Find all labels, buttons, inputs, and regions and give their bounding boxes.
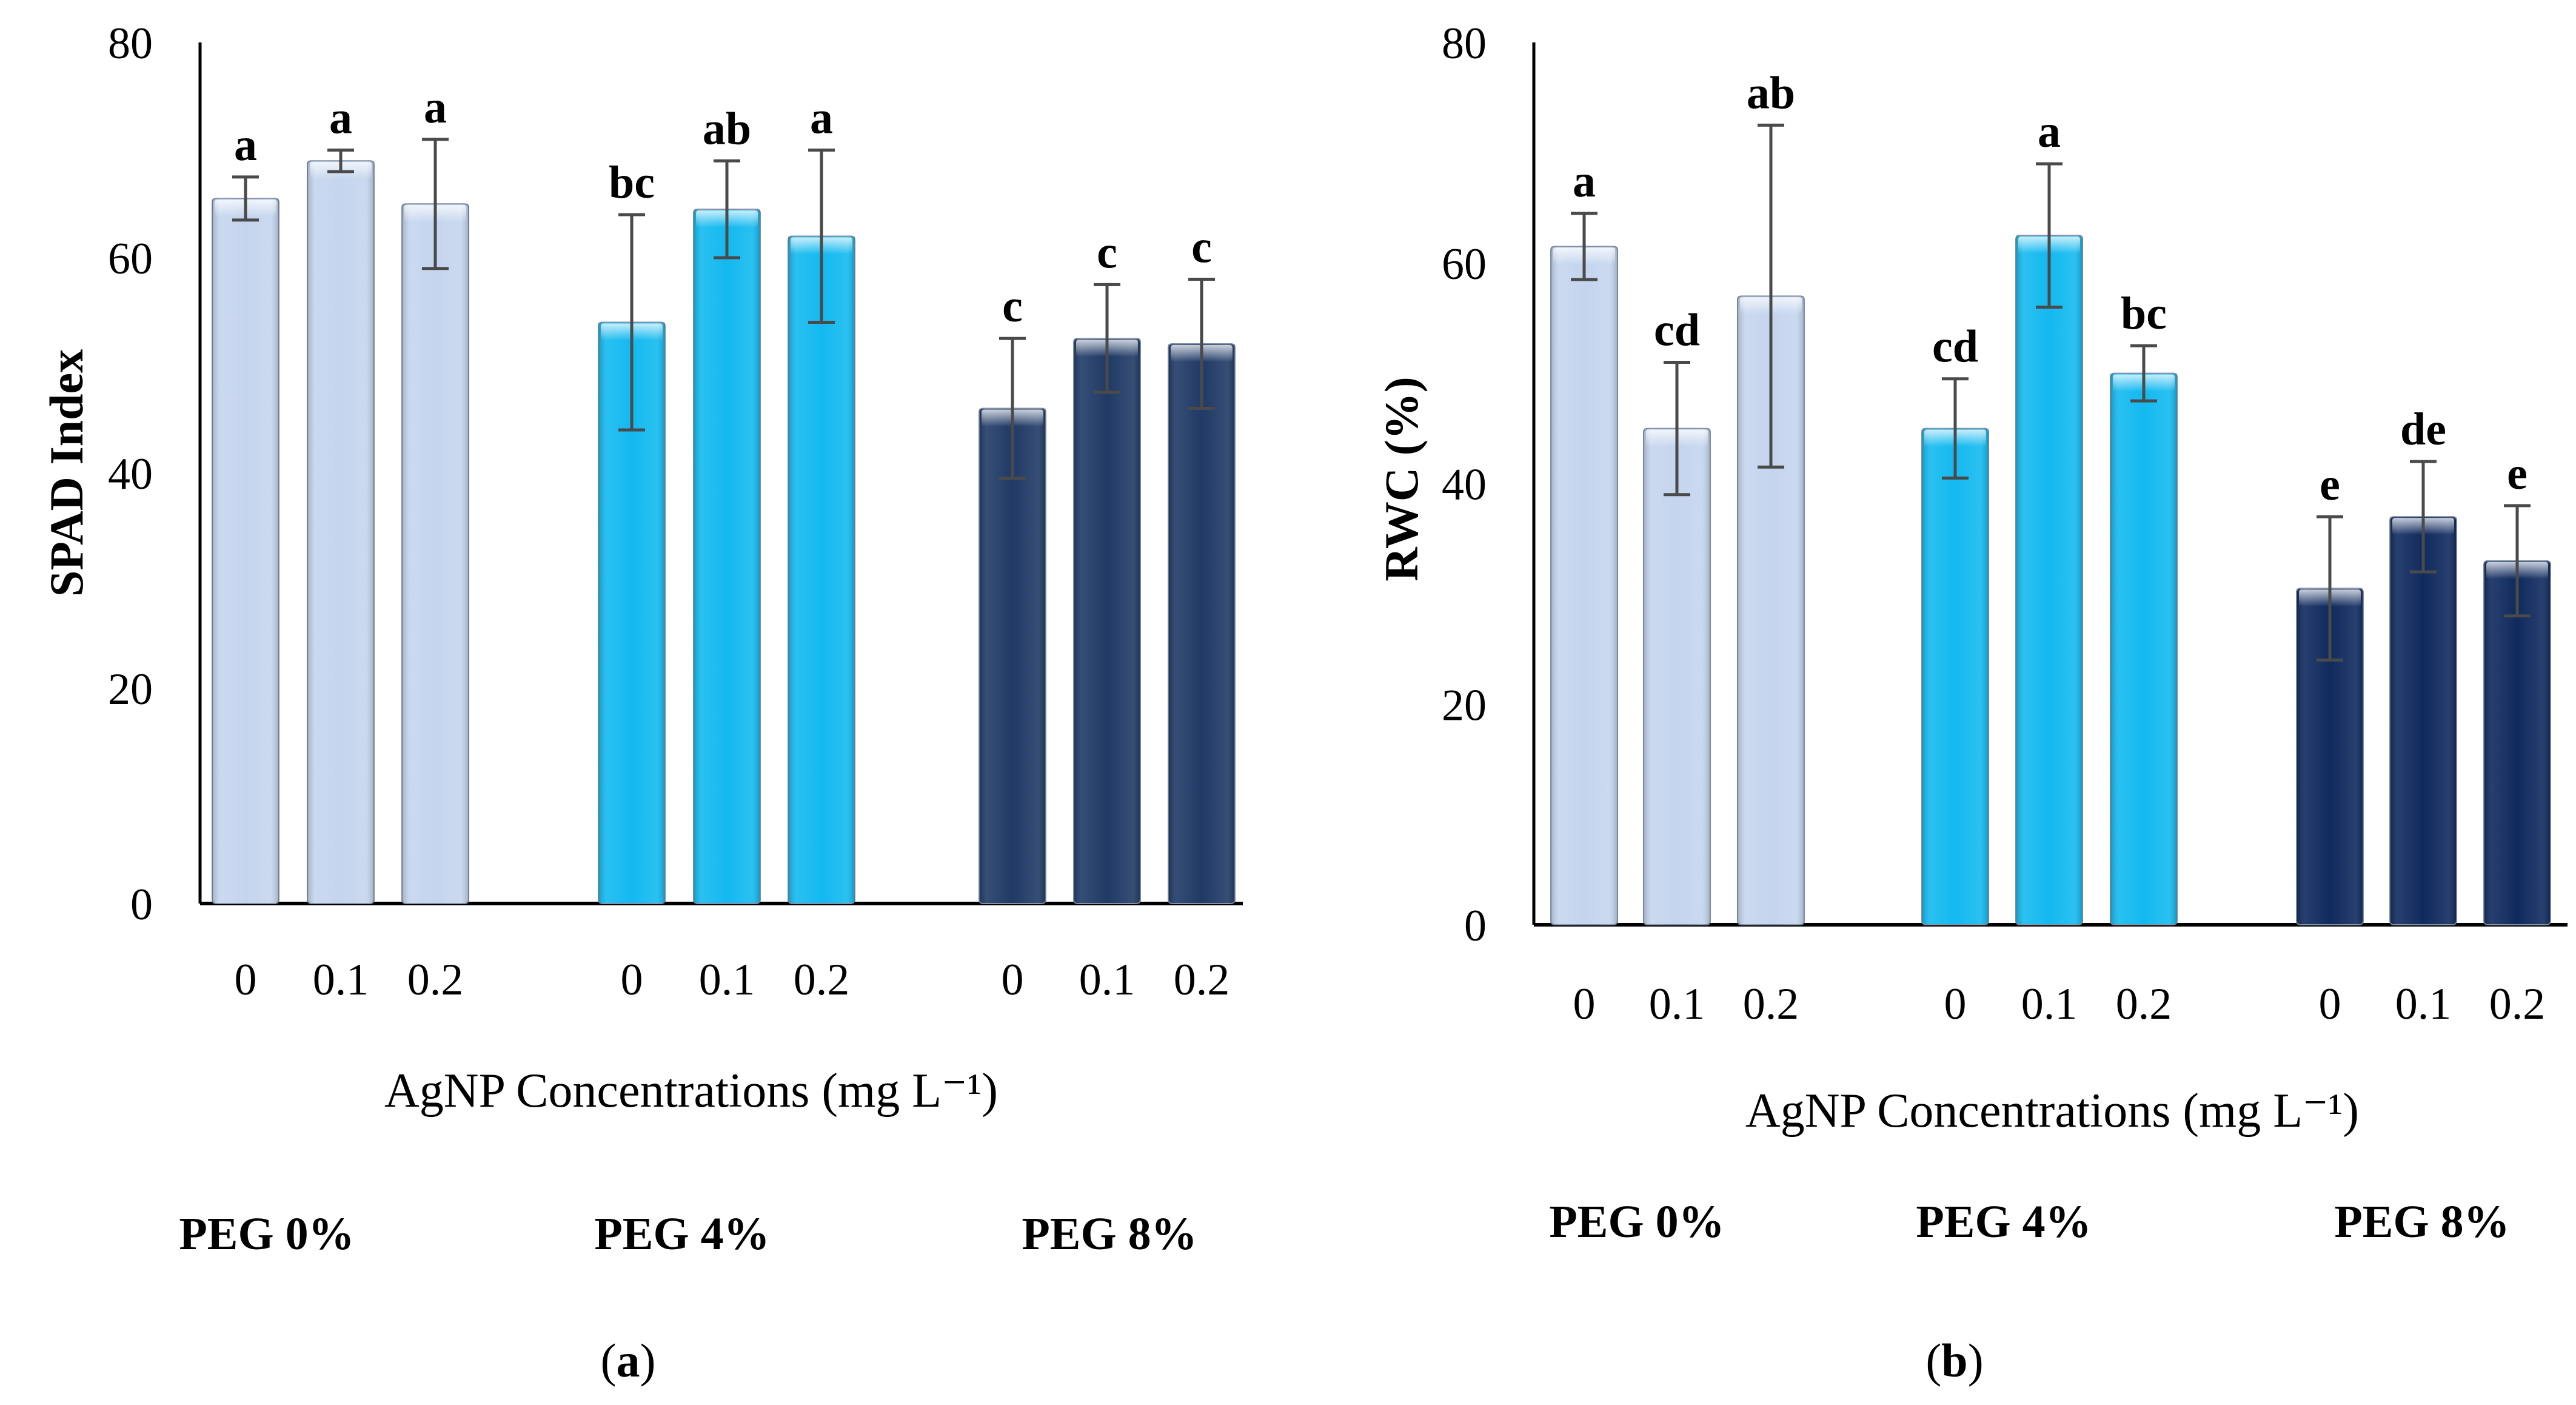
chart-b-significance-letter: cd — [1932, 321, 1978, 372]
chart-b-significance-letter: e — [2507, 448, 2527, 499]
chart-a-y-tick-label: 80 — [108, 19, 153, 69]
chart-b-x-tick-label: 0.1 — [1649, 979, 1705, 1029]
chart-a-x-axis-label: AgNP Concentrations (mg L⁻¹) — [384, 1064, 998, 1118]
chart-a-bar-shade — [788, 236, 855, 904]
chart-b-x-tick-label: 0 — [2319, 979, 2341, 1029]
chart-a-significance-letter: a — [810, 93, 833, 144]
chart-b-y-tick-label: 0 — [1464, 901, 1487, 951]
chart-b-x-axis-label: AgNP Concentrations (mg L⁻¹) — [1745, 1084, 2359, 1138]
chart-a-x-tick-label: 0.2 — [1174, 955, 1230, 1005]
chart-a-y-tick-label: 40 — [108, 449, 153, 499]
chart-a-x-tick-label: 0 — [1002, 955, 1024, 1005]
chart-a-y-tick-label: 60 — [108, 234, 153, 284]
chart-b-y-axis-label: RWC (%) — [1375, 377, 1428, 581]
chart-b-x-tick-label: 0.2 — [2116, 979, 2172, 1029]
chart-a-y-tick-label: 20 — [108, 665, 153, 714]
chart-a-significance-letter: a — [329, 93, 352, 144]
chart-a-significance-letter: c — [1002, 281, 1023, 332]
chart-a-panel: 0 20 40 60 80 SPAD Index a 0 a 0.1 a 0.2 PEG 0% bc 0 ab… — [40, 19, 1243, 1387]
chart-a-group-label: PEG 8% — [1022, 1209, 1197, 1259]
chart-b-x-tick-label: 0.1 — [2021, 979, 2078, 1029]
chart-b-group-label: PEG 4% — [1916, 1196, 2091, 1247]
chart-a-bar-shade — [402, 204, 469, 904]
chart-a-significance-letter: c — [1097, 227, 1117, 278]
chart-b-group-label: PEG 8% — [2334, 1196, 2509, 1247]
chart-a-bar-shade — [212, 198, 279, 904]
chart-a-y-axis-label: SPAD Index — [40, 349, 93, 597]
chart-a-group-label: PEG 0% — [179, 1209, 354, 1259]
chart-a-bar-shade — [1074, 338, 1140, 904]
chart-b-bar-shade — [2390, 517, 2457, 925]
chart-b-significance-letter: a — [1573, 156, 1596, 207]
chart-b-y-tick-label: 20 — [1442, 680, 1487, 730]
chart-a-bar-shade — [979, 408, 1046, 904]
chart-a-x-tick-label: 0 — [621, 955, 643, 1005]
chart-b-bar-shade — [2110, 373, 2177, 925]
chart-b-x-tick-label: 0 — [1573, 979, 1596, 1029]
chart-b-x-tick-label: 0.2 — [2489, 979, 2546, 1029]
chart-b-bar-shade — [1644, 428, 1710, 925]
chart-b-significance-letter: ab — [1747, 67, 1795, 118]
chart-b-panel-label: (b) — [1925, 1334, 1983, 1387]
chart-a-x-tick-label: 0.1 — [1079, 955, 1136, 1005]
chart-b-y-tick-label: 60 — [1442, 240, 1487, 289]
chart-a-x-tick-label: 0.2 — [794, 955, 850, 1005]
chart-a-x-tick-label: 0.2 — [407, 955, 464, 1005]
chart-b-x-tick-label: 0 — [1944, 979, 1967, 1029]
chart-b-x-tick-label: 0.1 — [2395, 979, 2452, 1029]
chart-b-significance-letter: bc — [2121, 288, 2167, 339]
chart-a-significance-letter: bc — [609, 157, 655, 208]
chart-a-significance-letter: ab — [703, 103, 751, 154]
chart-b-bar-shade — [1922, 428, 1989, 925]
chart-b-y-tick-label: 40 — [1442, 460, 1487, 510]
chart-a-x-tick-label: 0.1 — [699, 955, 755, 1005]
chart-a-bar-shade — [694, 209, 760, 904]
chart-a-panel-label: (a) — [601, 1334, 656, 1387]
chart-b-panel: 0 20 40 60 80 RWC (%) a 0 cd 0.1 ab 0.2 PEG 0% cd 0 a 0.… — [1375, 19, 2568, 1387]
chart-b-significance-letter: a — [2038, 106, 2061, 157]
chart-a-x-tick-label: 0 — [235, 955, 257, 1005]
chart-a-y-tick-label: 0 — [130, 880, 153, 930]
chart-b-x-tick-label: 0.2 — [1743, 979, 1799, 1029]
chart-a-bar-shade — [1168, 344, 1235, 904]
chart-b-significance-letter: de — [2400, 404, 2446, 455]
chart-b-bar-shade — [1551, 246, 1618, 925]
chart-b-group-label: PEG 0% — [1549, 1196, 1724, 1247]
chart-b-bar-shade — [2484, 560, 2551, 925]
chart-a-significance-letter: a — [234, 119, 257, 170]
chart-b-y-tick-label: 80 — [1442, 19, 1487, 69]
chart-a-significance-letter: c — [1191, 222, 1212, 273]
chart-a-group-label: PEG 4% — [594, 1209, 769, 1259]
chart-b-bar-shade — [2016, 235, 2083, 925]
chart-b-significance-letter: cd — [1654, 304, 1700, 355]
chart-a-bar-shade — [307, 161, 374, 904]
chart-a-significance-letter: a — [424, 82, 447, 133]
chart-a-x-tick-label: 0.1 — [313, 955, 369, 1005]
chart-b-significance-letter: e — [2320, 459, 2340, 510]
